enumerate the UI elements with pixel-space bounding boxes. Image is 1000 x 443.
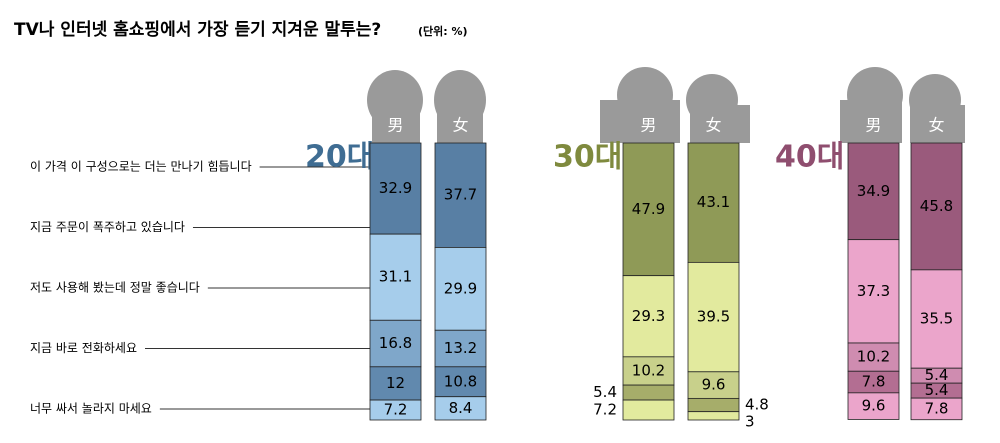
group-label: 30대 bbox=[553, 140, 622, 175]
value-label: 37.7 bbox=[444, 186, 477, 204]
bar-segment bbox=[622, 384, 675, 401]
category-label: 저도 사용해 봤는데 정말 좋습니다 bbox=[30, 281, 200, 295]
value-label: 9.6 bbox=[862, 397, 886, 415]
bar-segment bbox=[622, 399, 675, 421]
chart-subtitle: (단위: %) bbox=[418, 24, 468, 38]
value-label: 9.6 bbox=[702, 376, 726, 394]
bar-segment bbox=[687, 261, 740, 373]
bar-segment bbox=[369, 399, 422, 421]
bar-segment bbox=[687, 142, 740, 263]
value-label: 34.9 bbox=[857, 182, 890, 200]
value-label: 7.2 bbox=[593, 401, 617, 419]
bar-segment bbox=[434, 366, 487, 398]
category-label: 너무 싸서 놀라지 마세요 bbox=[30, 402, 152, 416]
bar-segment bbox=[622, 142, 675, 277]
value-label: 7.2 bbox=[384, 401, 408, 419]
bar-segment bbox=[847, 142, 900, 241]
bar-segment bbox=[369, 366, 422, 401]
bar-segment bbox=[847, 239, 900, 344]
value-label: 37.3 bbox=[857, 282, 890, 300]
bar-segment bbox=[434, 396, 487, 421]
value-label: 31.1 bbox=[379, 268, 412, 286]
value-label: 10.2 bbox=[632, 361, 665, 379]
value-label: 4.8 bbox=[745, 396, 769, 414]
value-label: 5.4 bbox=[593, 383, 617, 401]
value-label: 5.4 bbox=[925, 366, 949, 384]
category-label: 이 가격 이 구성으로는 더는 만나기 힘듭니다 bbox=[30, 160, 252, 174]
value-label: 10.8 bbox=[444, 372, 477, 390]
bar-segment bbox=[847, 342, 900, 372]
bar-segment bbox=[687, 371, 740, 399]
value-label: 47.9 bbox=[632, 200, 665, 218]
value-label: 5.4 bbox=[925, 381, 949, 399]
value-label: 32.9 bbox=[379, 179, 412, 197]
value-label: 8.4 bbox=[449, 399, 473, 417]
bar-segment bbox=[369, 233, 422, 321]
group-label: 20대 bbox=[305, 140, 374, 175]
value-label: 13.2 bbox=[444, 339, 477, 357]
value-label: 35.5 bbox=[920, 310, 953, 328]
bar-segment bbox=[369, 142, 422, 235]
value-label: 7.8 bbox=[862, 373, 886, 391]
bar-segment bbox=[622, 356, 675, 386]
bar-segment bbox=[910, 397, 963, 421]
series-label: 女 bbox=[928, 116, 944, 135]
category-label: 지금 주문이 폭주하고 있습니다 bbox=[30, 220, 185, 234]
bar-segment bbox=[687, 411, 740, 421]
series-label: 女 bbox=[705, 116, 721, 135]
bar-segment bbox=[687, 397, 740, 413]
series-label: 男 bbox=[640, 116, 656, 135]
value-label: 43.1 bbox=[697, 193, 730, 211]
value-label: 3 bbox=[745, 413, 755, 431]
bar-segment bbox=[434, 247, 487, 331]
category-label: 지금 바로 전화하세요 bbox=[30, 341, 137, 355]
bar-segment bbox=[434, 142, 487, 248]
series-label: 女 bbox=[452, 116, 468, 135]
group-label: 40대 bbox=[775, 140, 844, 175]
value-label: 39.5 bbox=[697, 308, 730, 326]
bar-segment bbox=[622, 275, 675, 358]
bar-segment bbox=[910, 142, 963, 271]
value-label: 12 bbox=[386, 374, 405, 392]
bar-segment bbox=[434, 329, 487, 368]
value-label: 29.3 bbox=[632, 307, 665, 325]
silhouettes bbox=[367, 67, 965, 143]
series-label: 男 bbox=[865, 116, 881, 135]
value-label: 45.8 bbox=[920, 197, 953, 215]
chart-title: TV나 인터넷 홈쇼핑에서 가장 듣기 지겨운 말투는? bbox=[14, 19, 381, 40]
value-label: 16.8 bbox=[379, 334, 412, 352]
bar-segment bbox=[910, 269, 963, 369]
series-label: 男 bbox=[387, 116, 403, 135]
value-label: 10.2 bbox=[857, 348, 890, 366]
value-label: 29.9 bbox=[444, 279, 477, 297]
value-label: 7.8 bbox=[925, 399, 949, 417]
bar-segment bbox=[847, 392, 900, 420]
